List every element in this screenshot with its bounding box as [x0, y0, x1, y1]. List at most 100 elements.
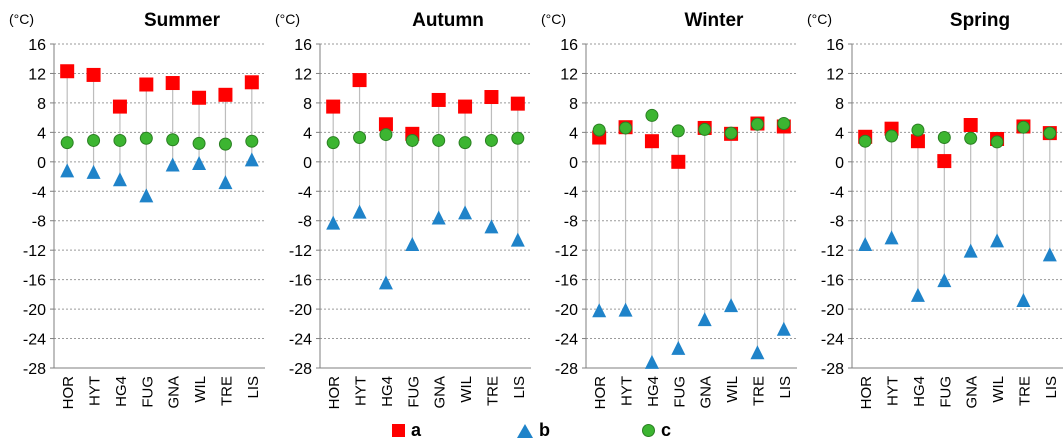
- x-tick-label: FUG: [139, 376, 156, 408]
- y-tick-label: -24: [821, 332, 844, 349]
- y-tick-label: 0: [569, 155, 578, 172]
- series-a-square-point: [644, 134, 659, 149]
- y-tick-label: 16: [560, 37, 578, 54]
- series-a-square-point: [139, 77, 154, 92]
- y-tick-label: -16: [555, 273, 578, 290]
- series-c-circle-point: [379, 128, 393, 142]
- series-a-square-point: [326, 99, 341, 114]
- legend-item-b: b: [517, 420, 550, 441]
- legend-label-a: a: [411, 420, 422, 440]
- series-a-square-point: [484, 90, 499, 105]
- series-c-circle-point: [432, 133, 446, 147]
- series-a-square-point: [378, 117, 393, 132]
- series-b-triangle-point: [963, 243, 978, 258]
- series-c-circle-point: [724, 126, 738, 140]
- series-b-triangle-point: [112, 172, 127, 187]
- legend-circle-marker: [642, 424, 655, 437]
- series-b-triangle-point: [165, 157, 180, 172]
- unit-label: (°C): [807, 11, 832, 27]
- series-b-triangle-point: [510, 232, 525, 247]
- y-tick-label: 12: [826, 66, 844, 83]
- series-c-circle-point: [911, 123, 925, 137]
- series-c-circle-point: [777, 117, 791, 131]
- series-b-triangle-point: [458, 205, 473, 220]
- series-a-square-point: [218, 87, 233, 102]
- y-tick-label: -24: [23, 332, 46, 349]
- series-a-square-point: [910, 134, 925, 149]
- y-tick-label: -4: [298, 184, 312, 201]
- series-b-triangle-point: [484, 219, 499, 234]
- chart-title: Spring: [950, 10, 1010, 31]
- y-tick-label: 8: [37, 96, 46, 113]
- legend-triangle-marker: [517, 423, 533, 438]
- y-tick-label: -12: [289, 243, 312, 260]
- series-c-circle-point: [245, 134, 259, 148]
- x-tick-label: HYT: [619, 376, 636, 406]
- y-tick-label: -12: [555, 243, 578, 260]
- chart-panel-summer: Summer (°C) 16 12 8 4 0 -4 -8 -12 -16 -20 -24 -28 HOR H…: [9, 10, 265, 409]
- series-c-circle-point: [87, 133, 101, 147]
- x-tick-label: LIS: [777, 376, 794, 399]
- y-tick-label: -8: [564, 214, 578, 231]
- series-c-circle-point: [858, 134, 872, 148]
- series-c-circle-point: [113, 133, 127, 147]
- series-c-circle-point: [166, 133, 180, 147]
- y-tick-label: -24: [289, 332, 312, 349]
- x-tick-label: HOR: [326, 376, 343, 410]
- x-tick-label: HG4: [113, 376, 130, 407]
- series-b-triangle-point: [405, 237, 420, 252]
- series-b-triangle-point: [910, 287, 925, 302]
- series-b-triangle-point: [618, 302, 633, 317]
- series-b-triangle-point: [244, 152, 259, 167]
- series-a-square-point: [112, 99, 127, 114]
- y-tick-label: -24: [555, 332, 578, 349]
- y-tick-label: -8: [298, 214, 312, 231]
- series-c-circle-point: [484, 133, 498, 147]
- x-tick-label: HOR: [60, 376, 77, 410]
- y-tick-label: 16: [826, 37, 844, 54]
- x-tick-label: HG4: [379, 376, 396, 407]
- series-a-square-point: [60, 64, 75, 79]
- x-tick-label: HYT: [87, 376, 104, 406]
- series-b-triangle-point: [724, 298, 739, 313]
- y-tick-label: -28: [821, 361, 844, 378]
- series-c-circle-point: [60, 136, 74, 150]
- y-tick-label: -16: [23, 273, 46, 290]
- y-tick-label: 8: [835, 96, 844, 113]
- x-tick-label: WIL: [724, 376, 741, 403]
- series-a-square-point: [963, 118, 978, 132]
- x-tick-label: HG4: [645, 376, 662, 407]
- series-a-square-point: [244, 75, 259, 90]
- unit-label: (°C): [275, 11, 300, 27]
- x-tick-label: LIS: [245, 376, 262, 399]
- series-c-circle-point: [750, 117, 764, 131]
- y-tick-label: -28: [289, 361, 312, 378]
- unit-label: (°C): [9, 11, 34, 27]
- x-tick-label: WIL: [990, 376, 1007, 403]
- series-c-circle-point: [458, 136, 472, 150]
- series-b-triangle-point: [697, 312, 712, 327]
- series-c-circle-point: [353, 131, 367, 145]
- unit-label: (°C): [541, 11, 566, 27]
- x-tick-label: TRE: [218, 376, 235, 406]
- legend-label-c: c: [661, 420, 672, 440]
- series-b-triangle-point: [750, 345, 765, 360]
- series-a-square-point: [431, 92, 446, 107]
- y-tick-label: -28: [555, 361, 578, 378]
- y-tick-label: -16: [289, 273, 312, 290]
- series-b-triangle-point: [592, 303, 607, 318]
- y-tick-label: 16: [294, 37, 312, 54]
- series-a-square-point: [510, 96, 525, 111]
- y-tick-label: -16: [821, 273, 844, 290]
- series-c-circle-point: [192, 136, 206, 150]
- series-a-square-point: [86, 67, 101, 82]
- series-c-circle-point: [671, 124, 685, 138]
- y-tick-label: 12: [28, 66, 46, 83]
- series-a-square-point: [458, 99, 473, 114]
- chart-title: Winter: [685, 10, 745, 31]
- series-b-triangle-point: [139, 188, 154, 203]
- x-tick-label: HYT: [885, 376, 902, 406]
- series-b-triangle-point: [218, 175, 233, 190]
- series-b-triangle-point: [352, 204, 367, 219]
